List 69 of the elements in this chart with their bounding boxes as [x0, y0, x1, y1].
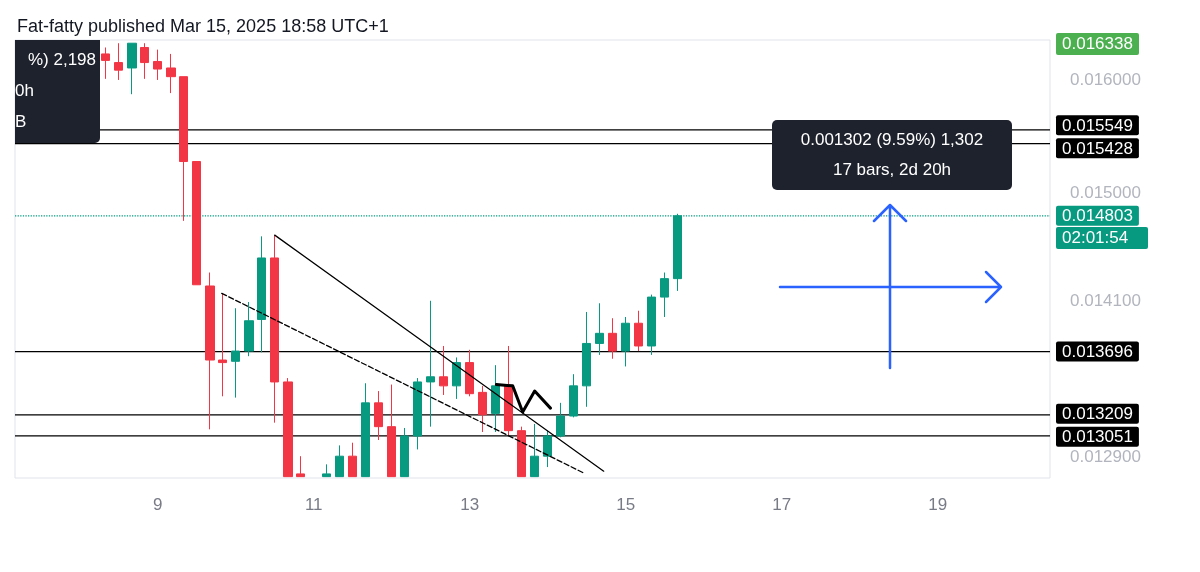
candlestick	[478, 385, 487, 433]
annotation: 17 bars, 2d 20h	[831, 159, 953, 181]
candlestick	[127, 42, 137, 95]
y-tick-label: 0.015000	[1070, 183, 1141, 203]
ref-line-label: 0.013696	[1062, 342, 1133, 362]
candlestick	[452, 356, 461, 400]
info-tooltip: %) 2,198 0h B	[15, 40, 100, 143]
y-tick-label: 0.012900	[1070, 446, 1141, 466]
candlestick	[569, 373, 578, 418]
annotation: B	[15, 112, 27, 132]
y-tick-label: 0.016000	[1070, 70, 1141, 90]
candlestick	[647, 294, 656, 356]
candlestick	[400, 427, 409, 478]
candlestick	[205, 272, 215, 430]
candlestick	[140, 42, 149, 80]
x-tick-label: 15	[616, 495, 636, 514]
text: 0.016338	[1056, 33, 1139, 55]
ref-line-label: 0.013051	[1062, 427, 1133, 447]
candlestick	[504, 345, 513, 437]
candlestick	[517, 426, 526, 478]
annotation: 0.001302 (9.59%) 1,302	[799, 129, 985, 151]
candlestick	[218, 292, 227, 397]
chart-title: Fat-fatty published Mar 15, 2025 18:58 UTC+1	[17, 16, 389, 36]
x-tick-label: 19	[928, 495, 948, 514]
candlestick	[491, 364, 500, 433]
annotation: %) 2,198	[27, 50, 96, 70]
candlestick	[270, 234, 279, 424]
candlestick	[231, 307, 240, 399]
candlestick	[595, 302, 604, 356]
candlestick	[387, 384, 396, 478]
ref-line-label: 0.013209	[1062, 404, 1133, 424]
candlestick	[101, 46, 110, 80]
candlestick	[582, 311, 591, 408]
candlestick	[439, 345, 448, 396]
candlestick	[335, 444, 344, 478]
candlestick	[283, 377, 293, 478]
candlestick	[426, 300, 435, 428]
candlestick	[348, 442, 357, 478]
candlestick	[153, 49, 162, 81]
x-tick-label: 9	[153, 495, 163, 514]
candlestick	[413, 377, 422, 450]
x-tick-label: 13	[460, 495, 480, 514]
candlestick	[296, 455, 305, 478]
y-tick-label: 0.014100	[1070, 291, 1141, 311]
ref-line-label: 0.015549	[1062, 115, 1133, 135]
candlestick	[621, 316, 630, 367]
x-tick-label: 17	[772, 495, 792, 514]
candlestick	[543, 430, 552, 468]
candlestick	[530, 423, 539, 478]
candlestick	[556, 402, 565, 438]
candlestick	[322, 463, 331, 478]
annotation: 0h	[15, 81, 34, 101]
x-tick-label: 11	[304, 495, 323, 514]
candlestick	[465, 349, 474, 397]
candlestick	[166, 53, 176, 94]
candlestick	[114, 42, 123, 81]
measure-tooltip: 0.001302 (9.59%) 1,302 17 bars, 2d 20h	[772, 120, 1012, 190]
candlestick	[179, 76, 188, 222]
candlestick	[374, 390, 383, 441]
candlestick	[634, 310, 643, 352]
candlestick	[361, 382, 370, 478]
candlestick	[608, 317, 617, 360]
candlestick	[244, 301, 254, 357]
ref-line-label: 0.014803	[1062, 206, 1133, 226]
ref-line-label: 0.015428	[1062, 138, 1133, 158]
candlestick	[660, 272, 669, 318]
candlestick	[192, 161, 201, 286]
candlestick	[257, 235, 266, 353]
text: 02:01:54	[1056, 227, 1148, 249]
